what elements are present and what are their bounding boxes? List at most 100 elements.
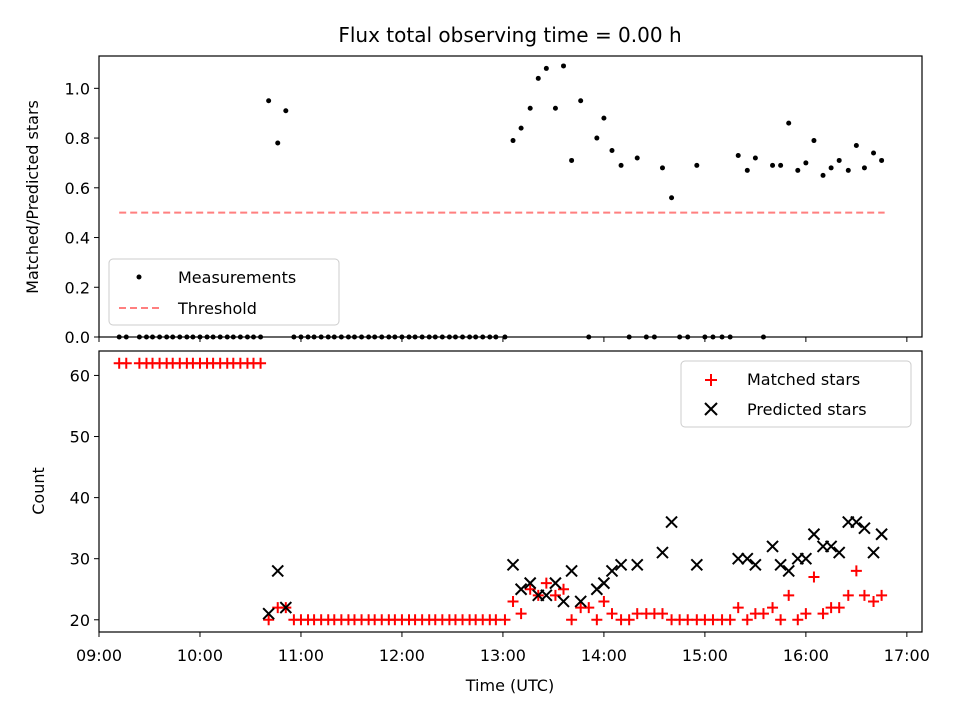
bottom-y-axis-label: Count [29, 467, 48, 515]
matched-star-marker [515, 608, 527, 620]
top-y-tick-label: 0.6 [65, 179, 90, 198]
matched-star-marker [783, 589, 795, 601]
legend-measurements-marker [136, 274, 142, 280]
matched-star-marker [507, 595, 519, 607]
legend-predicted-label: Predicted stars [747, 400, 867, 419]
measurement-point [820, 172, 826, 178]
predicted-star-marker [741, 552, 754, 565]
predicted-star-marker [807, 528, 821, 541]
matched-star-marker [850, 565, 862, 577]
predicted-star-marker [732, 552, 745, 565]
predicted-star-marker [875, 528, 888, 541]
x-tick-label: 15:00 [682, 646, 728, 665]
legend-threshold-label: Threshold [177, 299, 257, 318]
predicted-star-marker [597, 576, 611, 590]
predicted-star-marker [540, 589, 553, 602]
legend-measurements-label: Measurements [178, 268, 296, 287]
predicted-star-marker [850, 515, 863, 529]
measurement-point [283, 108, 289, 114]
measurement-point [795, 167, 801, 173]
top-y-axis-label: Matched/Predicted stars [23, 100, 42, 294]
legend-matched-marker [705, 374, 717, 386]
matched-star-marker [623, 614, 635, 626]
measurement-point [879, 157, 885, 163]
measurement-point [266, 98, 272, 104]
predicted-star-marker [605, 564, 619, 578]
bottom-y-tick-label: 40 [70, 489, 90, 508]
matched-star-marker [876, 589, 888, 601]
predicted-star-marker [565, 564, 578, 578]
predicted-star-marker [665, 515, 678, 529]
measurement-point [786, 120, 792, 126]
predicted-star-marker [262, 607, 275, 620]
matched-star-marker [808, 571, 820, 583]
bottom-y-tick-label: 30 [70, 550, 90, 569]
measurement-point [561, 63, 567, 69]
top-y-tick-label: 0.8 [65, 129, 90, 148]
bottom-panel: 20 30 40 50 60 09:00 10:00 11:00 12:00 13:00 14:0… [29, 350, 930, 695]
matched-star-marker [767, 602, 779, 614]
x-axis-label: Time (UTC) [465, 676, 554, 695]
matched-star-marker [757, 608, 769, 620]
measurement-point [510, 138, 516, 144]
matched-star-marker [656, 608, 668, 620]
predicted-star-marker [549, 576, 562, 590]
measurement-points [116, 63, 885, 340]
matched-star-marker [858, 589, 870, 601]
bottom-legend: Matched stars Predicted stars [680, 360, 912, 428]
predicted-star-marker [271, 564, 284, 578]
matched-star-marker [842, 589, 854, 601]
measurement-point [543, 65, 549, 71]
top-y-tick-label: 1.0 [65, 79, 90, 98]
x-tick-label: 13:00 [480, 646, 526, 665]
measurement-point [527, 105, 533, 111]
matched-star-marker [741, 614, 753, 626]
matched-star-marker [598, 595, 610, 607]
predicted-star-marker [867, 546, 880, 559]
measurement-point [828, 165, 834, 171]
measurement-point [752, 155, 758, 161]
matched-star-marker [558, 583, 570, 595]
measurement-point [770, 162, 776, 168]
predicted-star-marker [858, 521, 871, 535]
predicted-star-marker [279, 601, 293, 614]
predicted-star-marker [574, 595, 587, 608]
measurement-point [578, 98, 584, 104]
matched-star-marker [775, 614, 787, 626]
bottom-legend-frame [680, 360, 912, 428]
predicted-star-marker [514, 583, 528, 596]
predicted-star-marker [557, 595, 570, 608]
top-legend: Measurements Threshold [108, 258, 340, 326]
measurement-point [275, 140, 281, 146]
matched-star-marker [591, 614, 603, 626]
predicted-star-marker [656, 546, 669, 559]
predicted-star-marker [832, 546, 846, 559]
matched-star-marker [524, 583, 536, 595]
bottom-axes-frame [98, 350, 923, 633]
predicted-star-marker [631, 558, 644, 572]
matched-star-marker [583, 602, 595, 614]
measurement-point [594, 135, 600, 141]
matched-star-marker [817, 608, 829, 620]
x-tick-label: 11:00 [278, 646, 324, 665]
bottom-y-ticks: 20 30 40 50 60 [70, 366, 99, 630]
predicted-star-marker [614, 558, 628, 572]
matched-star-marker [120, 357, 132, 369]
measurement-point [803, 160, 809, 166]
matched-stars-points [113, 357, 888, 626]
matched-star-marker [792, 614, 804, 626]
bottom-y-tick-label: 20 [70, 611, 90, 630]
top-y-tick-label: 0.4 [65, 229, 90, 248]
matched-star-marker [566, 614, 578, 626]
matched-star-marker [255, 357, 267, 369]
measurement-point [518, 125, 524, 131]
matched-star-marker [868, 595, 880, 607]
legend-predicted-marker [704, 402, 718, 416]
matched-star-marker [732, 602, 744, 614]
measurement-point [569, 157, 575, 163]
bottom-y-tick-label: 50 [70, 428, 90, 447]
predicted-star-marker [523, 576, 537, 590]
matched-star-marker [549, 589, 561, 601]
measurement-point [694, 162, 700, 168]
